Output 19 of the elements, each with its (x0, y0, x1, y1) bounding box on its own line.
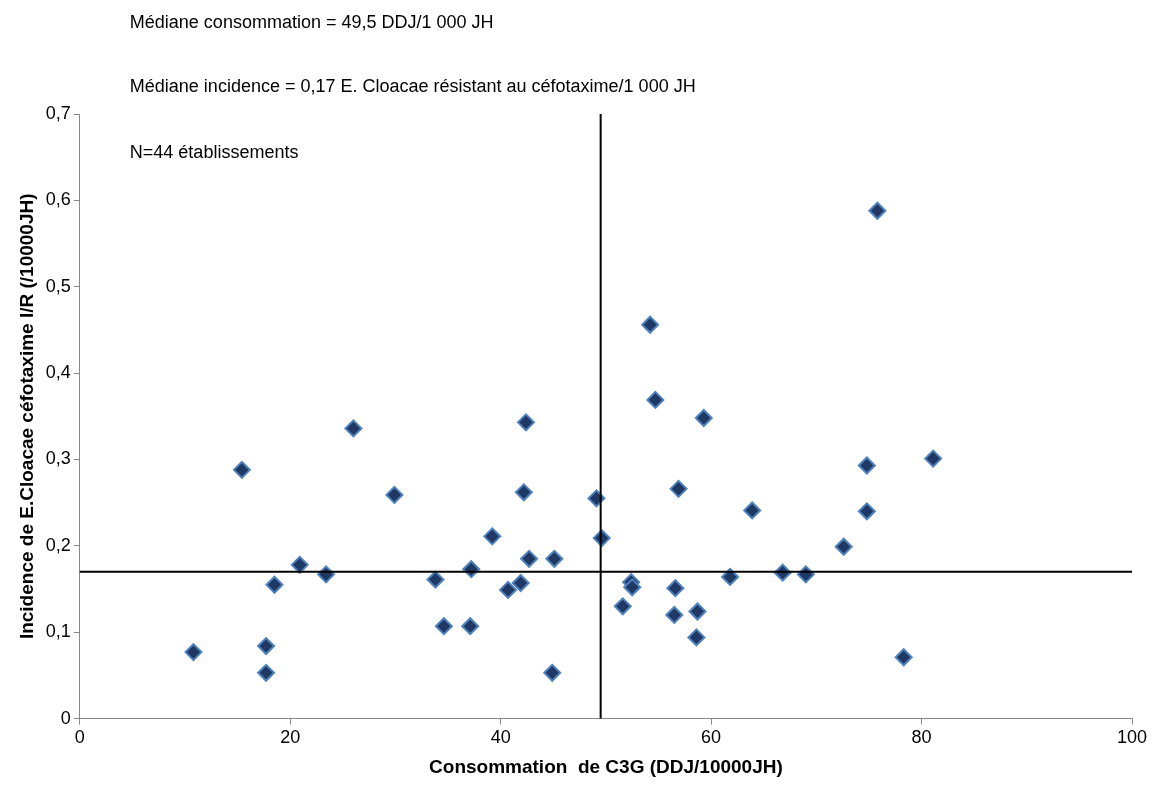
x-tick-label: 60 (701, 727, 722, 748)
text: Médiane consommation = 49,5 DDJ/1 000 JH (129, 11, 494, 32)
y-tick-label: 0 (60, 707, 71, 728)
y-tick-label: 0,1 (45, 621, 71, 642)
y-tick-label: 0,6 (45, 189, 71, 210)
x-axis-title: Consommation de C3G (DDJ/10000JH) (429, 755, 783, 777)
y-axis-title: Incidence de E.Cloacae céfotaxime I/R (/10000JH) (15, 193, 37, 640)
y-tick-label: 0,2 (45, 534, 71, 555)
x-tick-label: 0 (74, 727, 85, 748)
y-tick-label: 0,5 (45, 275, 71, 296)
y-tick-label: 0,3 (45, 448, 71, 469)
y-tick-label: 0,4 (45, 362, 71, 383)
annotation: N=44 établissements (129, 141, 299, 162)
x-tick-label: 100 (1116, 727, 1148, 748)
x-tick-label: 20 (280, 727, 301, 748)
y-tick-label: 0,7 (45, 102, 71, 123)
text: Médiane incidence = 0,17 E. Cloacae résistant au céfotaxime/1 000 JH (129, 75, 696, 96)
x-tick-label: 40 (490, 727, 511, 748)
x-tick-label: 80 (911, 727, 932, 748)
